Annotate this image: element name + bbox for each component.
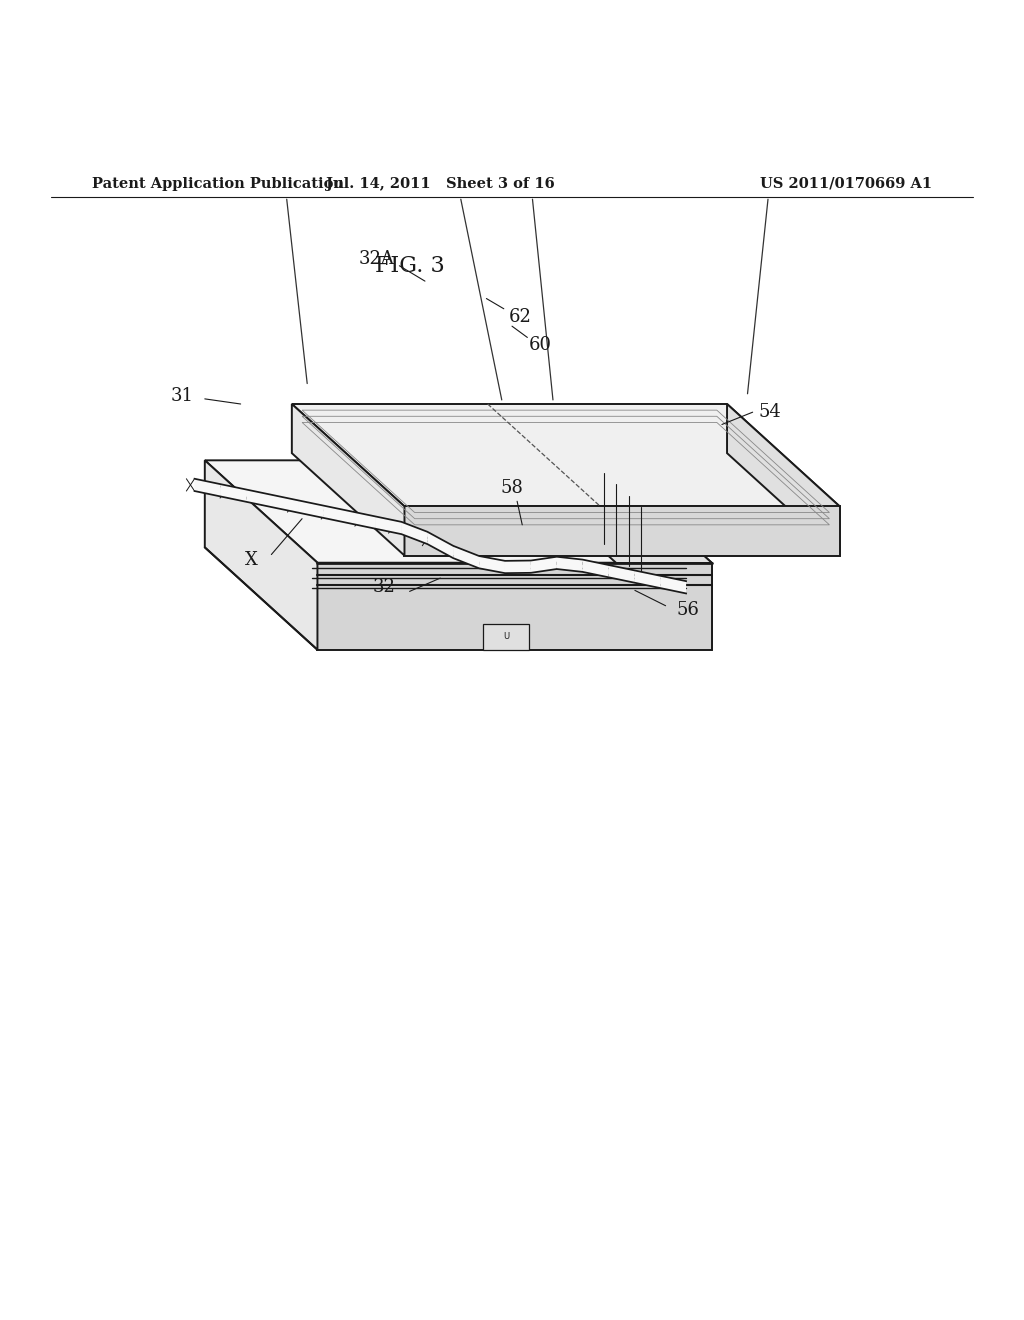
- Polygon shape: [317, 562, 712, 649]
- Polygon shape: [454, 546, 479, 569]
- Text: 31: 31: [171, 387, 194, 405]
- Polygon shape: [727, 404, 840, 556]
- Polygon shape: [427, 532, 454, 558]
- Text: 32: 32: [373, 578, 395, 597]
- Polygon shape: [557, 557, 583, 572]
- Polygon shape: [599, 461, 712, 649]
- Text: 60: 60: [529, 335, 552, 354]
- Polygon shape: [479, 556, 505, 573]
- Polygon shape: [272, 495, 298, 512]
- Text: 62: 62: [509, 308, 531, 326]
- Polygon shape: [247, 490, 272, 507]
- Polygon shape: [505, 561, 530, 573]
- Text: X: X: [245, 550, 257, 569]
- Polygon shape: [608, 565, 634, 582]
- Polygon shape: [404, 507, 840, 556]
- Polygon shape: [324, 506, 350, 523]
- Text: US 2011/0170669 A1: US 2011/0170669 A1: [760, 177, 932, 191]
- Polygon shape: [292, 404, 404, 556]
- Polygon shape: [660, 576, 686, 594]
- Polygon shape: [292, 404, 840, 507]
- Polygon shape: [195, 479, 220, 496]
- Polygon shape: [583, 560, 608, 577]
- Text: U: U: [503, 632, 509, 642]
- Text: 54: 54: [759, 403, 781, 421]
- Polygon shape: [376, 516, 401, 535]
- Polygon shape: [220, 484, 247, 502]
- Polygon shape: [350, 511, 376, 529]
- Text: 32A: 32A: [358, 249, 395, 268]
- Text: 58: 58: [501, 479, 523, 496]
- Polygon shape: [634, 570, 660, 587]
- Polygon shape: [205, 461, 317, 649]
- Polygon shape: [205, 461, 712, 562]
- Text: Patent Application Publication: Patent Application Publication: [92, 177, 344, 191]
- Text: Jul. 14, 2011   Sheet 3 of 16: Jul. 14, 2011 Sheet 3 of 16: [326, 177, 555, 191]
- Polygon shape: [298, 500, 324, 517]
- Text: FIG. 3: FIG. 3: [375, 255, 444, 277]
- Polygon shape: [530, 557, 557, 573]
- Text: 56: 56: [677, 601, 699, 619]
- Polygon shape: [401, 521, 427, 544]
- Polygon shape: [483, 624, 529, 649]
